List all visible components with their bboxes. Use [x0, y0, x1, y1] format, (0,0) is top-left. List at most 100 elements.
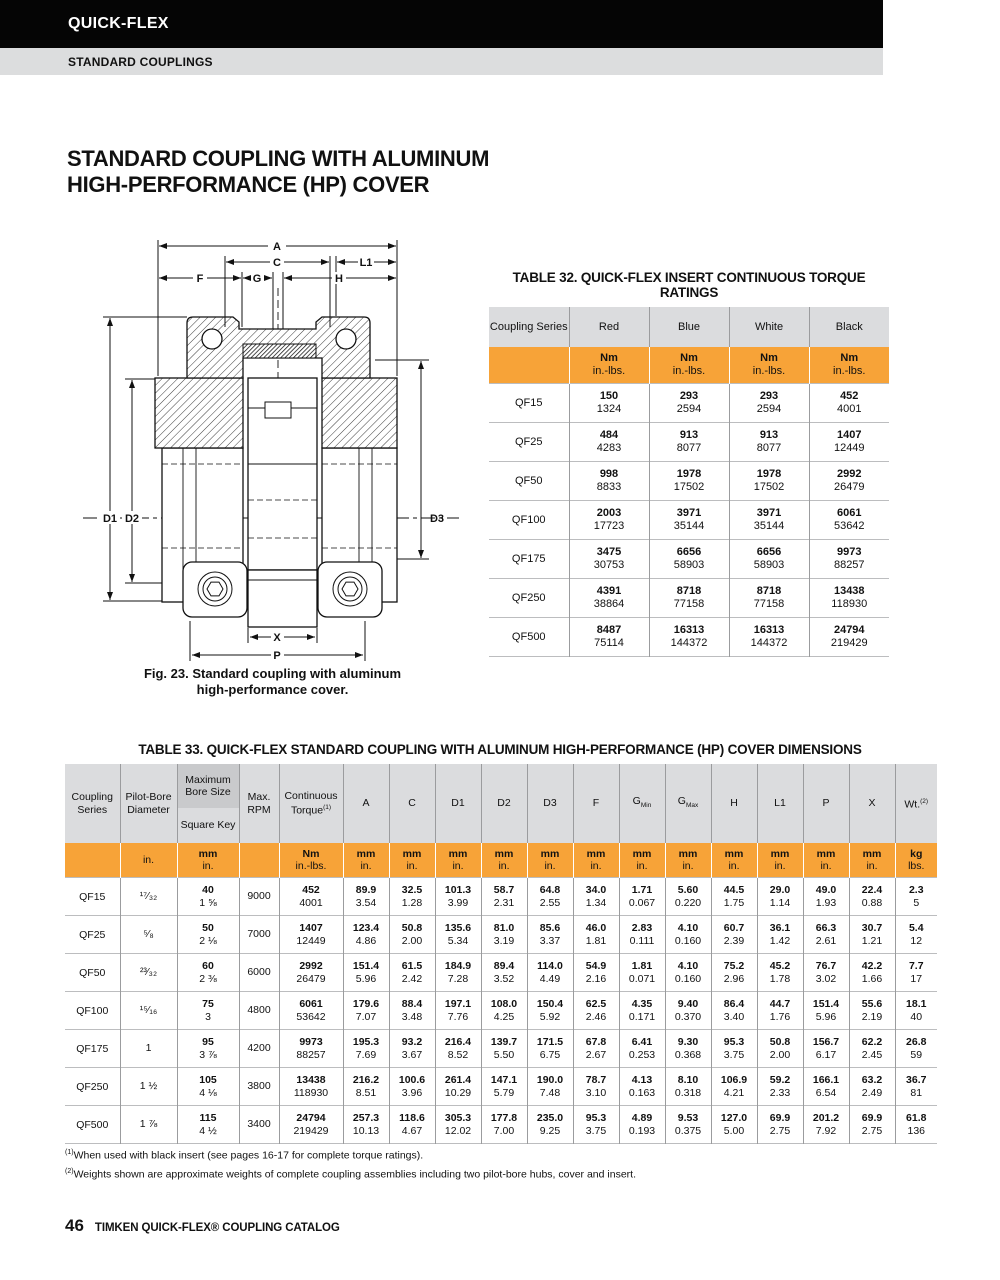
cell-value-metric: 42.2 — [861, 960, 883, 972]
table33-series-cell: QF15 — [65, 877, 120, 916]
cell-value-imperial: 5.50 — [493, 1048, 515, 1061]
cell-value-metric: 6.41 — [631, 1036, 653, 1048]
header-label: G — [632, 794, 641, 807]
page-number: 46 — [65, 1216, 84, 1235]
cell-value-imperial: 2.61 — [815, 934, 837, 947]
table33-data-cell: 59.2 2.33 — [756, 1067, 803, 1106]
cell-value-metric: 95.3 — [723, 1036, 745, 1048]
cell-value-metric: 78.7 — [585, 1074, 607, 1086]
section-title: STANDARD COUPLINGS — [68, 55, 213, 69]
cell-value-imperial: 0.171 — [628, 1010, 656, 1023]
cell-value-metric: 101.3 — [444, 884, 472, 896]
insert-strip — [242, 343, 317, 359]
table33-data-cell: 44.5 1.75 — [710, 877, 757, 916]
table33-data-cell: 6000 — [238, 953, 279, 992]
table33-data-cell: 2992 26479 — [278, 953, 343, 992]
cell-value-metric: 184.9 — [444, 960, 472, 972]
cell-value-metric: 34.0 — [585, 884, 607, 896]
cell-value-metric: 139.7 — [490, 1036, 518, 1048]
cell-value-imperial: 2.33 — [769, 1086, 791, 1099]
cell-value-metric: 95.3 — [585, 1112, 607, 1124]
brand-title: QUICK-FLEX — [68, 15, 169, 32]
cell-value-metric: 8.10 — [677, 1074, 699, 1086]
cell-value-metric: 1978 — [676, 468, 702, 480]
table33-header-D3: D3 — [526, 764, 573, 843]
cell-value-imperial: 3.52 — [493, 972, 515, 985]
cell-value-imperial: 1.93 — [815, 896, 837, 909]
cell-value-imperial: 7.48 — [539, 1086, 561, 1099]
cell-value-imperial: 10.13 — [352, 1124, 380, 1137]
cell-value-imperial: 58903 — [753, 559, 785, 571]
header-label: F — [592, 797, 600, 810]
cell-value-imperial: 4 ½ — [199, 1124, 217, 1137]
cell-value-imperial: 3.48 — [401, 1010, 423, 1023]
table33-row: QF500 1 ⅞ 115 4 ½ 3400 24794 219429 257.3 10.13 1… — [65, 1105, 937, 1144]
cell-value-metric: mm — [586, 847, 606, 860]
table32-torque-cell: 6061 53642 — [808, 500, 889, 540]
table33-data-cell: 135.6 5.34 — [434, 915, 481, 954]
cell-value-imperial: 144372 — [670, 637, 708, 649]
table33-units-cell: mm in. — [480, 843, 527, 878]
header-label: G — [677, 794, 686, 807]
cell-value-metric: 3971 — [756, 507, 782, 519]
cell-value-metric: 106.9 — [720, 1074, 748, 1086]
table33-data-cell: 127.0 5.00 — [710, 1105, 757, 1144]
cell-value-imperial: 7.28 — [447, 972, 469, 985]
cell-value-imperial: 219429 — [830, 637, 868, 649]
cell-value-metric: 29.0 — [769, 884, 791, 896]
page-title: STANDARD COUPLING WITH ALUMINUM HIGH-PER… — [67, 146, 489, 198]
table32-series-cell: QF15 — [489, 383, 569, 423]
cell-value-metric: 1978 — [756, 468, 782, 480]
table32-torque-cell: 8718 77158 — [728, 578, 809, 618]
cell-value-imperial: 3.54 — [355, 896, 377, 909]
dim-label-x: X — [273, 632, 281, 644]
cell-value-metric: 147.1 — [490, 1074, 518, 1086]
cell-value-imperial: 2594 — [756, 403, 782, 415]
cell-value-metric: 69.9 — [861, 1112, 883, 1124]
cell-value-metric: 123.4 — [352, 922, 380, 934]
table32-series-cell: QF25 — [489, 422, 569, 462]
table33-data-cell: 66.3 2.61 — [802, 915, 849, 954]
table33-header-row: Coupling Series Pilot-Bore Diameter Maximu… — [65, 764, 937, 843]
table32-torque-cell: 8487 75114 — [568, 617, 649, 657]
table33-header-max-bore: Maximum Bore Size — [177, 764, 239, 808]
header-label: L1 — [774, 797, 786, 810]
header-label: Pilot-Bore Diameter — [125, 791, 172, 816]
cell-value-imperial: 0.163 — [628, 1086, 656, 1099]
cell-value-metric: 44.7 — [769, 998, 791, 1010]
table33-data-cell: 60 2 ⅜ — [176, 953, 239, 992]
table33-header-A: A — [342, 764, 389, 843]
cell-value-metric: 235.0 — [536, 1112, 564, 1124]
table33-data-cell: 118.6 4.67 — [388, 1105, 435, 1144]
cell-value-imperial: 12449 — [296, 934, 326, 947]
dim-label-f: F — [197, 273, 204, 285]
header-label: A — [362, 797, 370, 810]
table33-data-cell: 305.3 12.02 — [434, 1105, 481, 1144]
table33-data-cell: 29.0 1.14 — [756, 877, 803, 916]
coupling-cross-section-diagram: A C L1 F G H — [83, 240, 459, 662]
table33-data-cell: 95 3 ⅞ — [176, 1029, 239, 1068]
table33-row: QF25 ⁵⁄₈ 50 2 ⅛ 7000 1407 12449 123.4 4.86 50.8 2.… — [65, 915, 937, 954]
cell-value-metric: 9973 — [837, 546, 862, 558]
table32-torque-cell: 3971 35144 — [648, 500, 729, 540]
cell-value-metric: mm — [494, 847, 514, 860]
cell-value-metric: 166.1 — [812, 1074, 840, 1086]
cell-value-imperial: 2 ⅛ — [199, 934, 217, 947]
cell-value-metric: 7.7 — [908, 960, 924, 972]
cell-value-imperial: 30753 — [593, 559, 625, 571]
cell-value-metric: 171.5 — [536, 1036, 564, 1048]
cell-value-imperial: 1.76 — [769, 1010, 791, 1023]
table33-series-cell: QF25 — [65, 915, 120, 954]
table33-header-pilot: Pilot-Bore Diameter — [119, 764, 177, 843]
table32-torque-cell: 998 8833 — [568, 461, 649, 501]
cell-value-imperial: 58903 — [673, 559, 705, 571]
cell-value-metric: 8718 — [756, 585, 782, 597]
table33-data-cell: 156.7 6.17 — [802, 1029, 849, 1068]
table33-units-cell: mm in. — [388, 843, 435, 878]
cell-value-imperial: in. — [590, 860, 602, 872]
table33-data-cell: ⁵⁄₈ — [119, 915, 177, 954]
dim-label-c: C — [273, 257, 281, 269]
table33-data-cell: 95.3 3.75 — [572, 1105, 619, 1144]
cell-value-imperial: 2.46 — [585, 1010, 607, 1023]
cell-value-imperial: 4001 — [837, 403, 862, 415]
